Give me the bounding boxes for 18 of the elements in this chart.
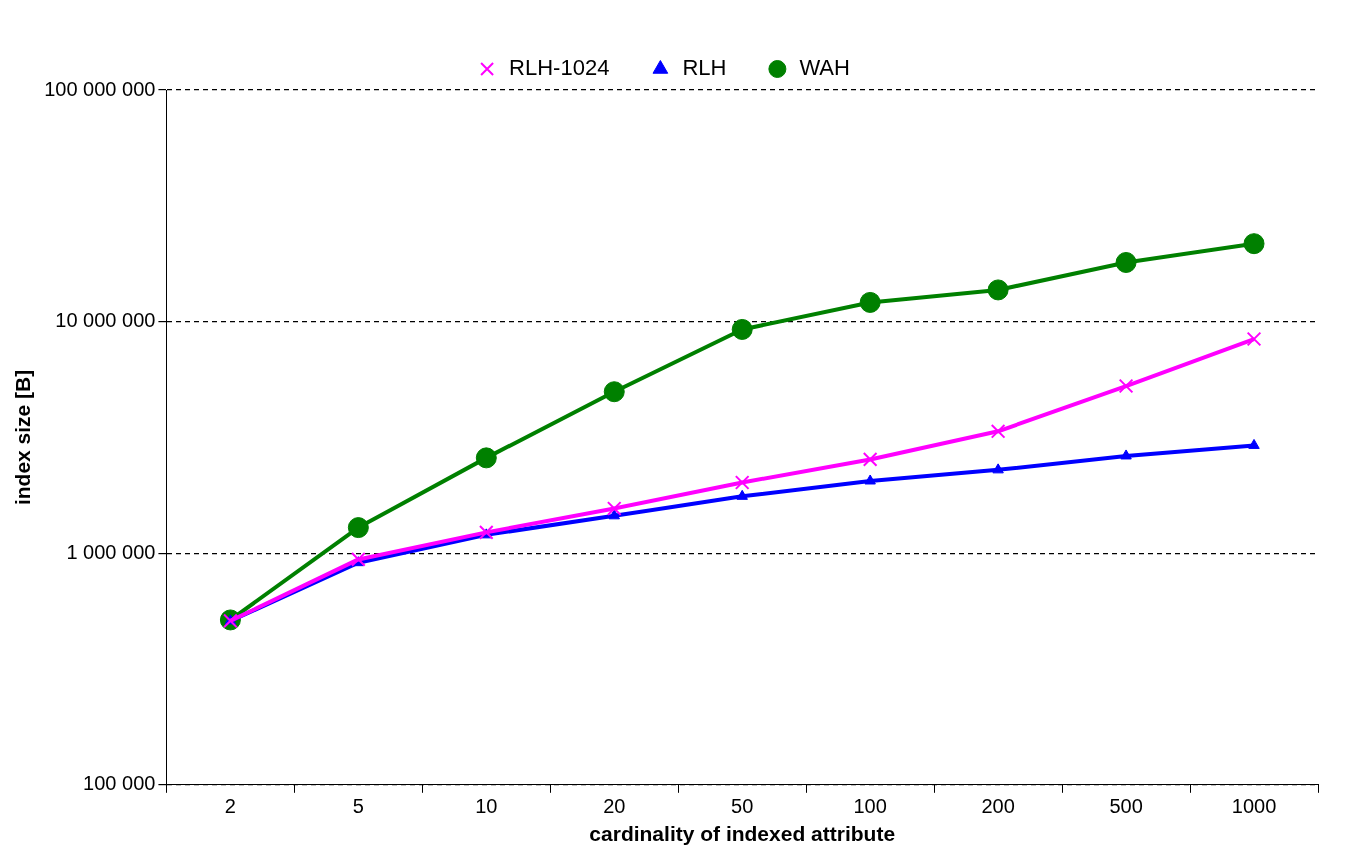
x-tick-label: 200 (981, 795, 1015, 818)
y-tick-label: 10 000 000 (55, 309, 156, 332)
y-axis-title: index size [B] (11, 369, 35, 506)
x-tick-label: 5 (352, 795, 364, 818)
x-tick-label: 50 (731, 795, 754, 818)
legend-label: WAH (799, 55, 850, 81)
y-tick-label: 100 000 000 (44, 77, 156, 100)
x-axis-title: cardinality of indexed attribute (589, 822, 896, 846)
legend-label: RLH-1024 (509, 55, 610, 81)
x-tick-label: 500 (1109, 795, 1143, 818)
x-tick-label: 10 (475, 795, 498, 818)
x-tick-label: 20 (603, 795, 626, 818)
legend-label: RLH (682, 55, 727, 81)
y-tick-label: 100 000 (83, 772, 156, 795)
x-tick-label: 2 (224, 795, 236, 818)
y-tick-label: 1 000 000 (66, 540, 156, 563)
x-tick-label: 1000 (1231, 795, 1277, 818)
x-tick-label: 100 (853, 795, 887, 818)
